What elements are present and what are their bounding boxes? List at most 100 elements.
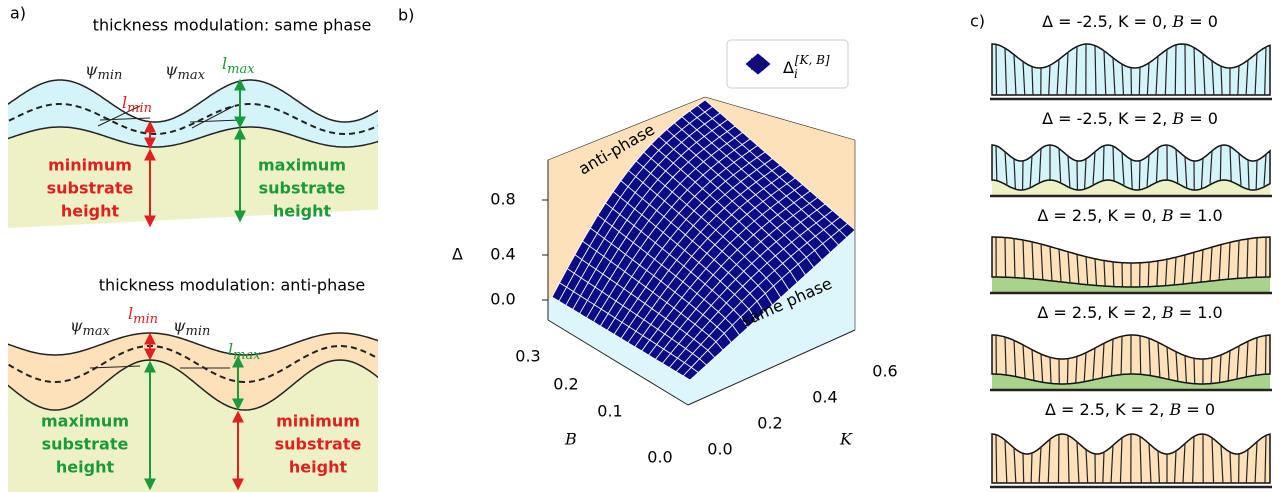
slat [1049, 357, 1052, 384]
slat [1237, 65, 1240, 96]
b-tick-label: 0.1 [597, 402, 622, 421]
caption-text: = 1.0 [1174, 303, 1223, 322]
slat [1173, 450, 1177, 484]
caption-text: Δ = 2.5, K = 2, [1037, 303, 1162, 322]
slat [1138, 67, 1141, 96]
caption-text: = 0 [1181, 400, 1215, 419]
slat [1164, 49, 1168, 96]
tangent [189, 119, 241, 123]
slat [1184, 355, 1187, 383]
row-caption: Δ = 2.5, K = 0, B = 1.0 [1037, 206, 1222, 225]
slat [1227, 242, 1231, 280]
slat [1112, 261, 1115, 287]
slat [1254, 53, 1258, 96]
k-tick-label: 0.6 [872, 362, 897, 381]
slat [1013, 340, 1017, 377]
caption-text: Δ = -2.5, K = 0, [1042, 12, 1172, 31]
slat [1048, 65, 1051, 96]
max-height-label: height [273, 202, 332, 221]
slat [1056, 59, 1060, 96]
substrate [992, 277, 1270, 292]
k-tick-label: 0.4 [812, 388, 837, 407]
symbol: l [222, 54, 227, 73]
slat [1174, 44, 1177, 96]
subscript: min [127, 101, 152, 116]
slat [1094, 258, 1098, 286]
caption-var: B [1161, 206, 1174, 225]
slat [1173, 257, 1177, 285]
substrate [8, 127, 378, 228]
slat [1227, 350, 1231, 381]
psi-max: ψmax [70, 316, 111, 339]
substrate [992, 374, 1270, 389]
slat [1202, 53, 1206, 96]
min-height-label: minimum [48, 156, 132, 175]
slat [1094, 45, 1097, 96]
caption-text: = 0 [1184, 12, 1218, 31]
tangent [99, 117, 151, 121]
slat [1148, 338, 1151, 376]
symbol: l [228, 340, 233, 359]
caption-text: Δ = 2.5, K = 2, [1045, 400, 1170, 419]
film-bottom [8, 359, 378, 411]
slat [1209, 247, 1213, 281]
min-height-label: minimum [276, 412, 360, 431]
slat [1148, 443, 1152, 484]
axis-label: B [564, 430, 577, 449]
legend-icon-line [750, 57, 765, 71]
slat [1084, 158, 1087, 189]
l-min: lmin [128, 304, 158, 327]
slat [1058, 249, 1062, 282]
slat [1175, 351, 1179, 382]
slat [1182, 443, 1186, 484]
slat [1147, 262, 1150, 287]
slat [1038, 148, 1042, 183]
slat [1022, 453, 1025, 484]
slat [1245, 341, 1249, 377]
slat [995, 145, 998, 181]
slat [1236, 345, 1240, 379]
slat [1237, 240, 1240, 279]
symbol: ψ [70, 316, 83, 335]
tangent [191, 105, 235, 129]
slat [1192, 436, 1195, 484]
subscript: min [186, 324, 211, 339]
panel-label: c) [970, 12, 985, 31]
subscript: max [233, 348, 261, 363]
subscript: min [98, 68, 123, 83]
subscript: max [83, 324, 111, 339]
slat [1112, 146, 1115, 181]
slat [1103, 260, 1106, 287]
slat [1004, 151, 1008, 185]
subscript: max [178, 68, 206, 83]
panel-label: b) [398, 6, 414, 25]
slat [1066, 358, 1069, 384]
legend-box [726, 39, 849, 89]
caption-text: Δ = 2.5, K = 0, [1037, 206, 1162, 225]
slat [1254, 441, 1258, 484]
z-tick-label: 0.0 [490, 290, 515, 309]
slat [1076, 254, 1080, 284]
slat [1219, 145, 1222, 181]
slat [1157, 450, 1161, 484]
k-tick-label: 0.0 [707, 440, 732, 459]
slat [1022, 61, 1026, 96]
axis-edge [687, 329, 856, 406]
z-tick-label: 0.8 [490, 190, 515, 209]
slat [1200, 249, 1204, 282]
caption-var: B [1171, 109, 1184, 128]
axis-label: K [839, 430, 853, 449]
l-max: lmax [222, 54, 255, 77]
slat [1004, 336, 1007, 375]
slat [1013, 447, 1017, 484]
k-tick-label: 0.2 [757, 414, 782, 433]
slat [1112, 57, 1116, 96]
min-height-label: substrate [275, 435, 362, 454]
caption-var: B [1161, 303, 1174, 322]
slat [1047, 439, 1051, 484]
slat [1004, 440, 1008, 484]
subscript: max [227, 62, 255, 77]
slat [1245, 60, 1249, 96]
slat [1218, 244, 1222, 280]
